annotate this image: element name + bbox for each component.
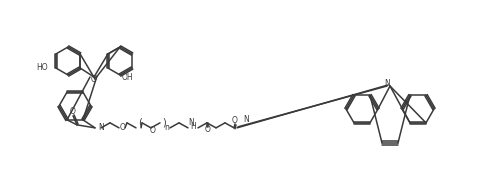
Text: N: N xyxy=(243,115,249,124)
Text: O: O xyxy=(232,116,238,125)
Text: n: n xyxy=(165,123,170,132)
Text: N: N xyxy=(188,118,194,127)
Text: O: O xyxy=(150,126,156,135)
Text: N: N xyxy=(98,123,104,132)
Text: O: O xyxy=(120,123,126,132)
Text: H: H xyxy=(190,122,196,131)
Text: OH: OH xyxy=(122,74,134,82)
Text: O: O xyxy=(91,76,97,84)
Text: ): ) xyxy=(162,118,166,128)
Text: (: ( xyxy=(138,118,142,128)
Text: N: N xyxy=(384,79,390,89)
Text: O: O xyxy=(70,107,76,116)
Text: HO: HO xyxy=(36,64,48,73)
Text: O: O xyxy=(205,125,211,134)
